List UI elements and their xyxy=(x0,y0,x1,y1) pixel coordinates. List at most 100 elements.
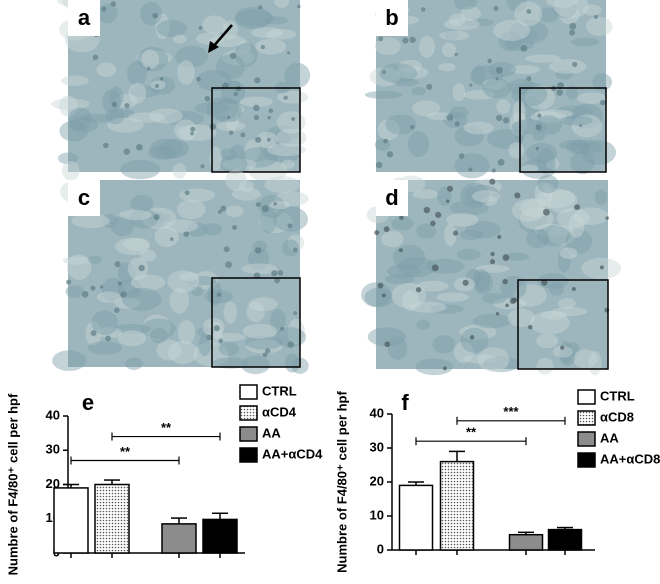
tissue-texture xyxy=(150,327,168,344)
nucleus xyxy=(226,115,231,119)
tissue-texture xyxy=(115,237,150,256)
tissue-texture xyxy=(129,208,158,229)
tissue-texture xyxy=(225,169,247,192)
tissue-texture xyxy=(114,296,141,309)
tissue-texture xyxy=(537,174,559,194)
legend-label: αCD8 xyxy=(600,409,634,424)
nucleus xyxy=(153,214,160,221)
nucleus xyxy=(258,5,263,10)
tissue-texture xyxy=(272,206,309,232)
tissue-texture xyxy=(266,143,306,157)
tissue-texture xyxy=(176,199,206,220)
nucleus xyxy=(497,158,505,166)
tissue-texture xyxy=(172,163,187,179)
tissue-texture xyxy=(240,147,278,168)
tissue-texture xyxy=(238,180,255,192)
nucleus xyxy=(571,286,576,292)
nucleus xyxy=(225,261,232,269)
tissue-texture xyxy=(416,223,437,239)
nucleus xyxy=(502,254,510,261)
nucleus xyxy=(599,265,604,270)
tissue-texture xyxy=(97,3,118,24)
tissue-texture xyxy=(557,298,576,309)
tissue-texture xyxy=(398,257,436,278)
inset xyxy=(519,87,607,173)
tissue-texture xyxy=(526,142,557,164)
tissue-texture xyxy=(148,145,176,160)
tissue-texture xyxy=(377,119,400,141)
tissue-texture xyxy=(409,301,447,313)
tissue-texture xyxy=(493,19,531,42)
nucleus xyxy=(490,259,496,265)
tissue-texture xyxy=(570,151,595,175)
tissue-texture xyxy=(198,334,212,356)
micrograph xyxy=(376,180,608,369)
tissue-texture xyxy=(220,148,238,161)
nucleus xyxy=(124,103,130,109)
tissue-texture xyxy=(175,45,209,68)
nucleus xyxy=(496,66,503,74)
tissue-texture xyxy=(536,357,554,375)
tissue-texture xyxy=(167,270,200,293)
tissue-texture xyxy=(367,327,406,347)
nucleus xyxy=(605,216,609,220)
tissue-texture xyxy=(62,256,92,265)
nucleus xyxy=(138,264,145,272)
tissue-texture xyxy=(264,176,301,194)
nucleus xyxy=(528,324,533,330)
nucleus xyxy=(255,136,262,143)
tissue-texture xyxy=(112,323,152,334)
tissue-texture xyxy=(459,229,484,241)
nucleus xyxy=(435,211,442,218)
tissue-texture xyxy=(384,274,415,285)
tissue-texture xyxy=(241,263,278,275)
nucleus xyxy=(105,335,111,342)
nucleus xyxy=(446,113,454,121)
nucleus xyxy=(495,312,500,316)
tissue-texture xyxy=(557,249,571,273)
nucleus xyxy=(382,70,386,75)
tissue-texture xyxy=(463,89,495,100)
arrow xyxy=(211,24,233,49)
tissue-texture xyxy=(477,347,510,372)
legend-swatch xyxy=(239,426,258,442)
tissue-texture xyxy=(248,159,288,182)
nucleus xyxy=(190,131,194,136)
tissue-texture xyxy=(509,20,549,44)
tissue-texture xyxy=(274,191,309,207)
tissue-texture xyxy=(559,247,578,259)
tissue-texture xyxy=(460,327,489,353)
tissue-texture xyxy=(556,208,590,228)
tissue-texture xyxy=(482,78,506,90)
nucleus xyxy=(383,138,388,144)
tissue-texture xyxy=(594,189,608,205)
tissue-texture xyxy=(364,90,403,99)
nucleus xyxy=(415,287,422,293)
tissue-texture xyxy=(402,290,419,311)
tissue-texture xyxy=(206,96,239,121)
tissue-texture xyxy=(209,34,246,48)
legend-label: AA+αCD8 xyxy=(600,451,660,466)
nucleus xyxy=(287,51,291,55)
nucleus xyxy=(514,192,521,199)
nucleus xyxy=(196,76,201,82)
tissue-texture xyxy=(463,121,494,135)
micrograph xyxy=(376,0,606,172)
tissue-texture xyxy=(510,65,540,75)
tissue-texture xyxy=(537,188,576,208)
nucleus xyxy=(431,264,439,272)
inset xyxy=(211,277,301,368)
tissue-texture xyxy=(218,342,240,356)
tissue-texture xyxy=(174,119,197,141)
tissue-texture xyxy=(472,268,491,292)
tissue-texture xyxy=(284,62,311,88)
tissue-texture xyxy=(566,139,590,154)
nucleus xyxy=(293,247,298,253)
tissue-texture xyxy=(536,333,559,349)
panel-label: b xyxy=(385,5,398,30)
tissue-texture xyxy=(444,29,458,41)
tissue-texture xyxy=(570,37,600,47)
nucleus xyxy=(200,164,205,169)
tissue-texture xyxy=(559,345,576,366)
nucleus xyxy=(271,270,278,277)
